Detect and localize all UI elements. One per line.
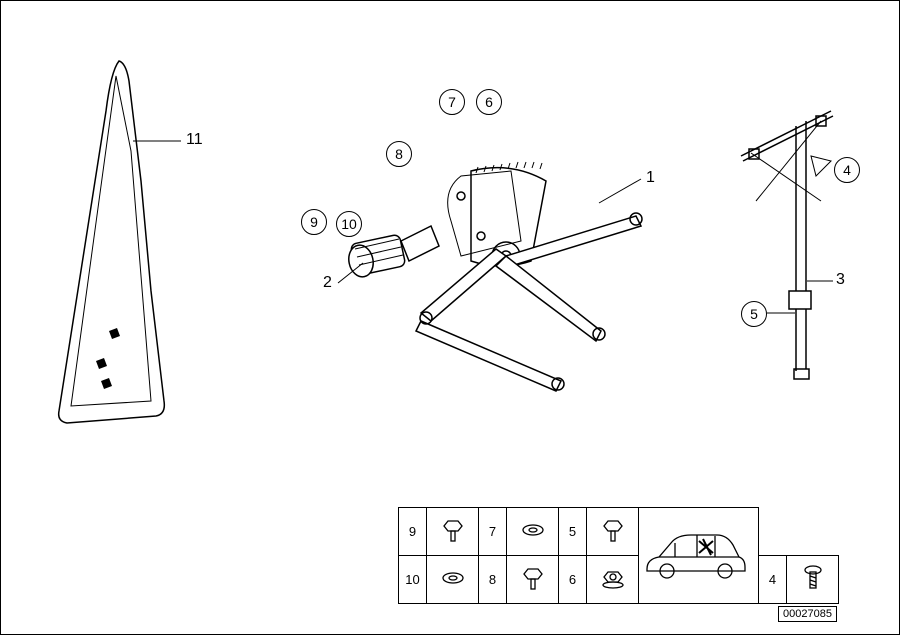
hexbolt-icon — [520, 563, 546, 593]
hw-icon-cell — [507, 556, 559, 604]
callout-num: 9 — [310, 214, 318, 230]
callout-9: 9 — [301, 209, 327, 235]
hexbolt-icon — [440, 515, 466, 545]
callout-7: 7 — [439, 89, 465, 115]
callout-num: 4 — [843, 162, 851, 178]
hw-icon-cell — [587, 556, 639, 604]
hw-icon-cell — [427, 508, 479, 556]
callout-10: 10 — [336, 211, 362, 237]
part-motor — [346, 226, 439, 279]
diagram-id: 00027085 — [778, 606, 837, 622]
car-silhouette-icon — [639, 521, 749, 591]
label-1: 1 — [646, 169, 655, 187]
callout-num: 6 — [485, 94, 493, 110]
part-regulator-main — [346, 162, 642, 391]
hw-num: 8 — [479, 556, 507, 604]
hardware-table: 9 7 5 10 — [398, 507, 839, 604]
hw-icon-cell — [787, 556, 839, 604]
callout-num: 8 — [395, 146, 403, 162]
flangenut-icon — [600, 564, 626, 592]
leader-lines — [133, 141, 833, 313]
label-11: 11 — [186, 131, 203, 149]
table-row: 10 8 6 4 — [399, 556, 839, 604]
hw-icon-cell — [587, 508, 639, 556]
part-rear-regulator — [741, 111, 833, 379]
callout-num: 5 — [750, 306, 758, 322]
hw-num: 5 — [559, 508, 587, 556]
hw-num: 4 — [759, 556, 787, 604]
table-row: 9 7 5 — [399, 508, 839, 556]
hw-num: 9 — [399, 508, 427, 556]
callout-4: 4 — [834, 157, 860, 183]
callout-6: 6 — [476, 89, 502, 115]
car-locator-cell — [639, 508, 759, 604]
screw-icon — [800, 563, 826, 593]
callout-5: 5 — [741, 301, 767, 327]
washer-icon — [520, 517, 546, 543]
washer-icon — [440, 565, 466, 591]
callout-num: 10 — [341, 216, 357, 232]
label-2: 2 — [323, 274, 332, 292]
label-3: 3 — [836, 271, 845, 289]
hw-num: 7 — [479, 508, 507, 556]
hexbolt-icon — [600, 515, 626, 545]
hw-num: 6 — [559, 556, 587, 604]
hw-icon-cell — [507, 508, 559, 556]
callout-num: 7 — [448, 94, 456, 110]
callout-8: 8 — [386, 141, 412, 167]
hw-num: 10 — [399, 556, 427, 604]
part-vent-window — [59, 61, 165, 423]
hw-icon-cell — [427, 556, 479, 604]
